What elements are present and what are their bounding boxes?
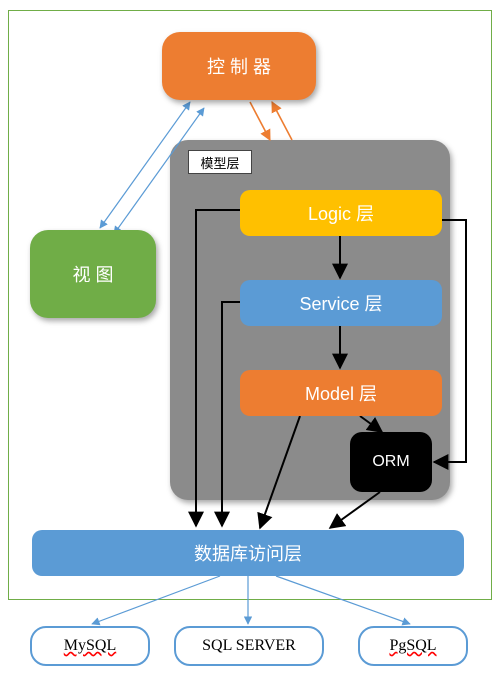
db-access-node: 数据库访问层: [32, 530, 464, 576]
orm-node: ORM: [350, 432, 432, 492]
view-label: 视 图: [72, 261, 113, 287]
service-label: Service 层: [299, 290, 382, 316]
sqlserver-label: SQL SERVER: [202, 637, 296, 655]
sqlserver-node: SQL SERVER: [174, 626, 324, 666]
controller-node: 控 制 器: [162, 32, 316, 100]
pgsql-node: PgSQL: [358, 626, 468, 666]
model-tag-label: 模型层: [200, 153, 239, 172]
model-label: Model 层: [305, 380, 377, 406]
orm-label: ORM: [372, 453, 409, 471]
db-access-label: 数据库访问层: [194, 540, 302, 566]
pgsql-label: PgSQL: [389, 637, 436, 655]
diagram-canvas: 模型层: [0, 0, 500, 686]
model-tag: 模型层: [188, 150, 252, 174]
model-node: Model 层: [240, 370, 442, 416]
view-node: 视 图: [30, 230, 156, 318]
logic-node: Logic 层: [240, 190, 442, 236]
mysql-label: MySQL: [64, 637, 116, 655]
mysql-node: MySQL: [30, 626, 150, 666]
logic-label: Logic 层: [308, 200, 374, 226]
controller-label: 控 制 器: [207, 53, 271, 79]
service-node: Service 层: [240, 280, 442, 326]
